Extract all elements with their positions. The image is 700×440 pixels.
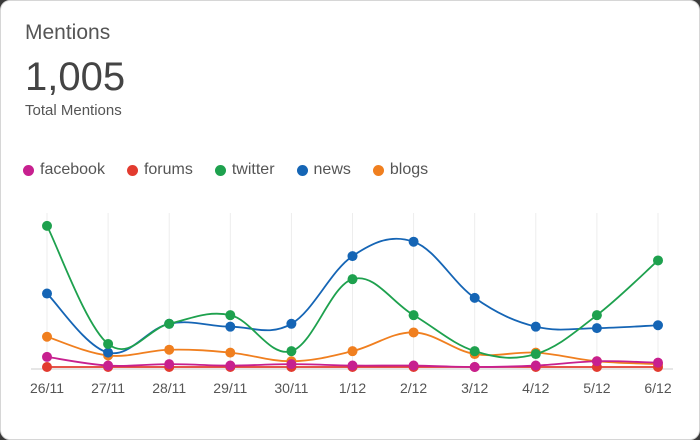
data-point-news[interactable] xyxy=(286,318,297,329)
data-point-facebook[interactable] xyxy=(591,356,602,367)
data-point-facebook[interactable] xyxy=(225,360,236,371)
total-mentions-value: 1,005 xyxy=(25,55,126,99)
data-point-blogs[interactable] xyxy=(347,346,358,357)
data-point-twitter[interactable] xyxy=(591,310,602,321)
data-point-facebook[interactable] xyxy=(469,362,480,372)
data-point-twitter[interactable] xyxy=(164,318,175,329)
legend-item-forums[interactable]: forums xyxy=(126,161,193,179)
data-point-twitter[interactable] xyxy=(469,346,480,357)
legend-label: news xyxy=(313,161,351,178)
series-facebook xyxy=(42,351,663,372)
x-tick-label: 30/11 xyxy=(274,380,308,396)
data-point-facebook[interactable] xyxy=(530,360,541,371)
legend-dot-icon xyxy=(214,164,226,176)
data-point-facebook[interactable] xyxy=(347,360,358,371)
data-point-twitter[interactable] xyxy=(408,310,419,321)
data-point-twitter[interactable] xyxy=(653,255,663,266)
legend-label: twitter xyxy=(231,161,275,178)
legend-label: blogs xyxy=(389,161,429,178)
data-point-news[interactable] xyxy=(103,347,114,358)
data-point-news[interactable] xyxy=(653,320,663,331)
data-point-twitter[interactable] xyxy=(347,274,358,285)
data-point-news[interactable] xyxy=(347,251,358,262)
data-point-blogs[interactable] xyxy=(408,327,419,338)
data-point-news[interactable] xyxy=(225,321,236,332)
card-title: Mentions xyxy=(25,21,111,44)
series-twitter xyxy=(42,220,663,360)
data-point-blogs[interactable] xyxy=(42,331,52,342)
data-point-news[interactable] xyxy=(469,292,480,303)
grid-lines xyxy=(46,213,659,367)
data-point-facebook[interactable] xyxy=(42,351,52,362)
data-point-blogs[interactable] xyxy=(164,344,175,355)
x-tick-label: 28/11 xyxy=(152,380,186,396)
data-point-forums[interactable] xyxy=(42,362,52,372)
data-point-facebook[interactable] xyxy=(164,359,175,370)
data-point-facebook[interactable] xyxy=(286,359,297,370)
x-tick-label: 29/11 xyxy=(213,380,247,396)
data-point-blogs[interactable] xyxy=(225,347,236,358)
legend-item-facebook[interactable]: facebook xyxy=(23,161,105,179)
legend-dot-icon xyxy=(126,164,138,176)
data-point-twitter[interactable] xyxy=(103,338,114,349)
legend-item-blogs[interactable]: blogs xyxy=(372,161,429,179)
data-point-facebook[interactable] xyxy=(103,360,114,371)
data-point-facebook[interactable] xyxy=(408,360,419,371)
data-point-news[interactable] xyxy=(42,288,52,299)
x-tick-label: 27/11 xyxy=(91,380,125,396)
x-tick-label: 5/12 xyxy=(583,380,610,396)
total-mentions-caption: Total Mentions xyxy=(25,102,122,119)
data-point-twitter[interactable] xyxy=(225,310,236,321)
legend-item-twitter[interactable]: twitter xyxy=(214,161,275,179)
x-tick-label: 1/12 xyxy=(339,380,366,396)
data-point-news[interactable] xyxy=(408,236,419,247)
data-point-twitter[interactable] xyxy=(42,220,52,231)
legend-dot-icon xyxy=(23,164,34,176)
legend-item-news[interactable]: news xyxy=(296,161,351,179)
data-point-twitter[interactable] xyxy=(530,349,541,360)
chart-legend: facebook forums twitter news blogs xyxy=(23,161,428,179)
x-tick-label: 2/12 xyxy=(400,380,427,396)
legend-dot-icon xyxy=(296,164,308,176)
data-point-twitter[interactable] xyxy=(286,346,297,357)
series-line-twitter xyxy=(46,225,659,359)
data-point-news[interactable] xyxy=(591,323,602,334)
data-point-facebook[interactable] xyxy=(653,357,663,368)
x-tick-label: 3/12 xyxy=(461,380,488,396)
x-tick-label: 4/12 xyxy=(522,380,549,396)
legend-label: forums xyxy=(143,161,193,178)
data-point-news[interactable] xyxy=(530,321,541,332)
legend-label: facebook xyxy=(40,161,105,178)
x-tick-label: 26/11 xyxy=(30,380,64,396)
x-tick-label: 6/12 xyxy=(644,380,671,396)
legend-dot-icon xyxy=(372,164,384,176)
